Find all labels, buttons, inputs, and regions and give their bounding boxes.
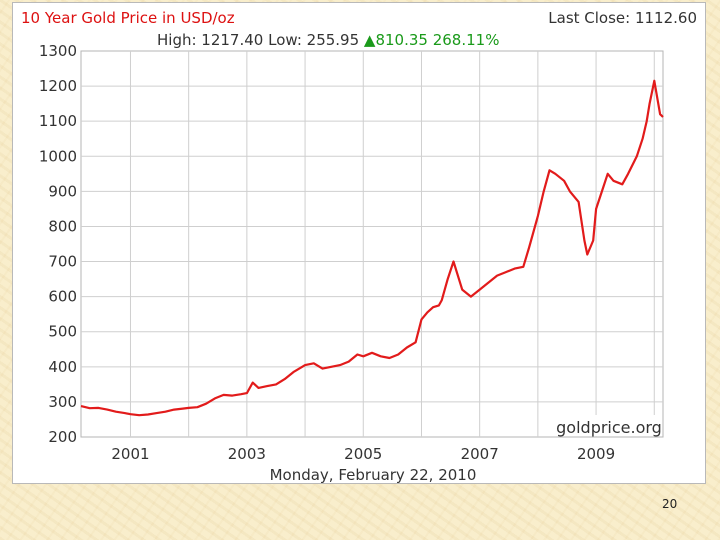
y-tick-label: 200 bbox=[48, 428, 77, 446]
plot-border bbox=[80, 50, 664, 438]
low-value: Low: 255.95 bbox=[268, 31, 360, 49]
label-layer: 1300 1200 1100 1000 900 800 700 600 500 400 300 200… bbox=[39, 42, 662, 483]
y-tick-label: 800 bbox=[48, 217, 77, 235]
up-triangle-icon: ▲ bbox=[363, 31, 376, 49]
y-tick-label: 600 bbox=[48, 288, 77, 306]
y-tick-label: 1200 bbox=[39, 77, 77, 95]
watermark-text: goldprice.org bbox=[556, 418, 662, 437]
chart-svg: 1300 1200 1100 1000 900 800 700 600 500 400 300 200… bbox=[39, 42, 664, 483]
x-tick-label: 2001 bbox=[111, 445, 149, 463]
last-close: Last Close: 1112.60 bbox=[548, 9, 697, 27]
grid-layer bbox=[80, 50, 664, 438]
y-tick-label: 1100 bbox=[39, 112, 77, 130]
watermark-bg bbox=[541, 415, 662, 436]
line-layer bbox=[80, 79, 664, 417]
y-tick-label: 300 bbox=[48, 393, 77, 411]
y-tick-label: 900 bbox=[48, 182, 77, 200]
high-value: High: 1217.40 bbox=[157, 31, 264, 49]
y-tick-label: 1300 bbox=[39, 42, 77, 60]
slide-number: 20 bbox=[662, 497, 678, 511]
chart-frame: 1300 1200 1100 1000 900 800 700 600 500 400 300 200… bbox=[12, 2, 706, 484]
y-tick-label: 400 bbox=[48, 358, 77, 376]
price-line bbox=[80, 79, 664, 417]
x-tick-label: 2005 bbox=[344, 445, 382, 463]
x-tick-label: 2009 bbox=[577, 445, 615, 463]
price-stats: High: 1217.40 Low: 255.95 ▲810.35 268.11… bbox=[157, 31, 499, 49]
x-tick-label: 2007 bbox=[461, 445, 499, 463]
date-label: Monday, February 22, 2010 bbox=[270, 466, 477, 483]
change-value: 810.35 268.11% bbox=[375, 31, 500, 49]
y-tick-label: 1000 bbox=[39, 147, 77, 165]
y-tick-label: 700 bbox=[48, 253, 77, 271]
chart-title: 10 Year Gold Price in USD/oz bbox=[21, 9, 235, 27]
x-tick-label: 2003 bbox=[228, 445, 266, 463]
y-tick-label: 500 bbox=[48, 323, 77, 341]
